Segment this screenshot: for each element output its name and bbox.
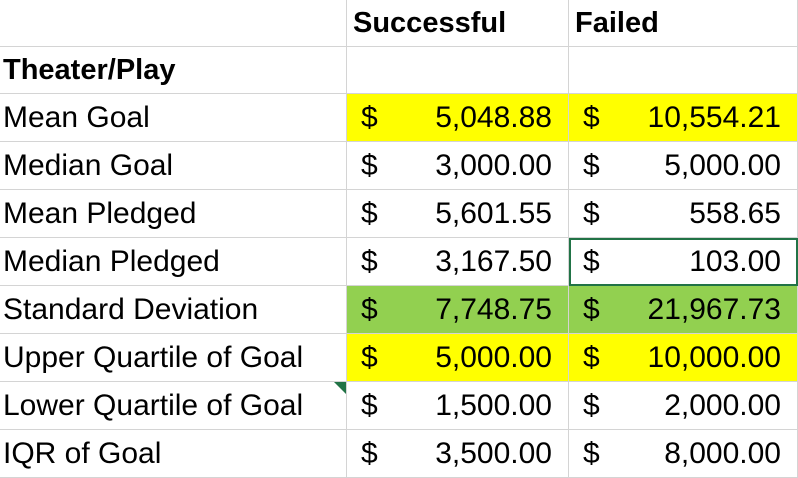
failed-value: 10,000.00 [647,340,781,374]
row-label-text: Median Goal [3,148,174,182]
cell-row-label[interactable]: Standard Deviation [0,286,347,334]
cell-row-label[interactable]: Median Pledged [0,238,347,286]
currency-symbol: $ [583,436,600,470]
currency-symbol: $ [361,292,378,326]
section-title-text: Theater/Play [3,53,176,86]
row-label-text: Lower Quartile of Goal [3,388,304,422]
cell-row-label[interactable]: Mean Goal [0,94,347,142]
cell-failed-value[interactable]: $10,554.21 [569,94,798,142]
cell-section-title[interactable]: Theater/Play [0,47,347,94]
failed-value: 5,000.00 [664,148,781,182]
cell-row-label[interactable]: Median Goal [0,142,347,190]
row-label-text: IQR of Goal [3,436,162,470]
cell-successful-value[interactable]: $5,601.55 [347,190,569,238]
cell-section-c[interactable] [569,47,798,94]
row-label-text: Mean Goal [3,100,150,134]
currency-symbol: $ [361,148,378,182]
currency-symbol: $ [583,100,600,134]
row-label-text: Upper Quartile of Goal [3,340,304,374]
successful-value: 1,500.00 [435,388,552,422]
cell-header-successful[interactable]: Successful [347,0,569,47]
cell-failed-value-selected[interactable]: $103.00 [569,238,798,286]
cell-successful-value[interactable]: $1,500.00 [347,382,569,430]
cell-successful-value[interactable]: $5,048.88 [347,94,569,142]
currency-symbol: $ [361,244,378,278]
currency-symbol: $ [361,388,378,422]
cell-successful-value[interactable]: $5,000.00 [347,334,569,382]
failed-value: 10,554.21 [647,100,781,134]
currency-symbol: $ [361,196,378,230]
failed-value: 558.65 [689,196,781,230]
cell-successful-value[interactable]: $7,748.75 [347,286,569,334]
currency-symbol: $ [583,292,600,326]
cell-row-label[interactable]: Lower Quartile of Goal [0,382,347,430]
failed-value: 21,967.73 [647,292,781,326]
cell-failed-value[interactable]: $5,000.00 [569,142,798,190]
header-failed-text: Failed [575,6,659,39]
failed-value: 2,000.00 [664,388,781,422]
currency-symbol: $ [361,100,378,134]
failed-value: 8,000.00 [664,436,781,470]
row-label-text: Standard Deviation [3,292,259,326]
cell-section-b[interactable] [347,47,569,94]
currency-symbol: $ [361,340,378,374]
currency-symbol: $ [583,388,600,422]
cell-row-label[interactable]: Mean Pledged [0,190,347,238]
cell-successful-value[interactable]: $3,500.00 [347,430,569,478]
cell-header-a[interactable] [0,0,347,47]
cell-failed-value[interactable]: $21,967.73 [569,286,798,334]
failed-value: 103.00 [689,244,781,278]
successful-value: 5,048.88 [435,100,552,134]
currency-symbol: $ [583,148,600,182]
cell-header-failed[interactable]: Failed [569,0,798,47]
error-indicator-icon [334,382,346,394]
cell-failed-value[interactable]: $8,000.00 [569,430,798,478]
row-label-text: Mean Pledged [3,196,197,230]
cell-successful-value[interactable]: $3,167.50 [347,238,569,286]
successful-value: 7,748.75 [435,292,552,326]
cell-row-label[interactable]: Upper Quartile of Goal [0,334,347,382]
currency-symbol: $ [583,244,600,278]
successful-value: 3,000.00 [435,148,552,182]
currency-symbol: $ [583,340,600,374]
cell-failed-value[interactable]: $2,000.00 [569,382,798,430]
successful-value: 3,500.00 [435,436,552,470]
cell-failed-value[interactable]: $10,000.00 [569,334,798,382]
header-successful-text: Successful [353,6,507,39]
row-label-text: Median Pledged [3,244,220,278]
successful-value: 3,167.50 [435,244,552,278]
currency-symbol: $ [361,436,378,470]
cell-successful-value[interactable]: $3,000.00 [347,142,569,190]
currency-symbol: $ [583,196,600,230]
cell-row-label[interactable]: IQR of Goal [0,430,347,478]
successful-value: 5,601.55 [435,196,552,230]
successful-value: 5,000.00 [435,340,552,374]
cell-failed-value[interactable]: $558.65 [569,190,798,238]
